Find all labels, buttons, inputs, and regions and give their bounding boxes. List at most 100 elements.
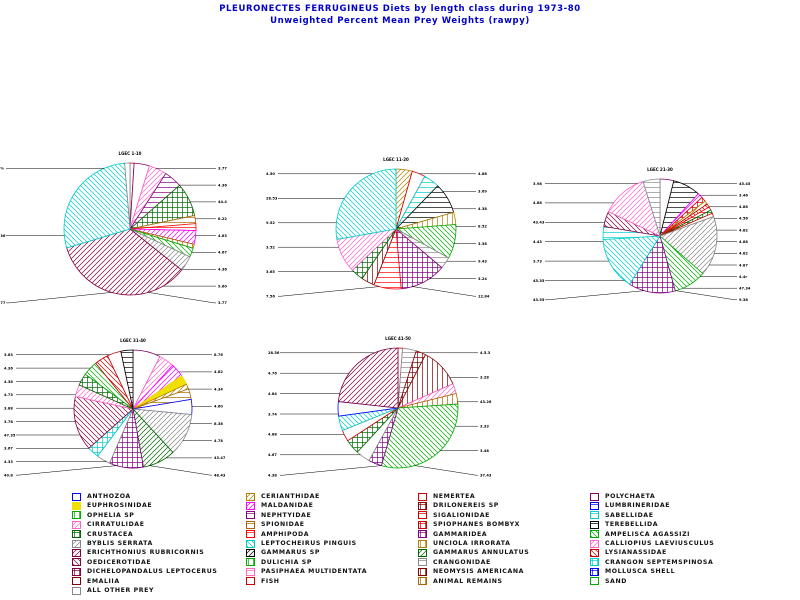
pie-value-label: 4.87	[739, 263, 748, 267]
legend-swatch	[246, 548, 255, 557]
legend-label: CIRRATULIDAE	[87, 521, 145, 529]
legend-item-leptocheirus-pinguis: LEPTOCHEIRUS PINGUIS	[246, 539, 357, 548]
pie-leader-line	[545, 290, 645, 301]
pie-title: LGEC 1-10	[119, 151, 142, 156]
pie-value-label: 3.67	[4, 447, 13, 451]
legend-label: CRANGON SEPTEMSPINOSA	[605, 558, 714, 566]
legend-item-fish: FISH	[246, 577, 280, 586]
legend-swatch	[246, 567, 255, 576]
pie-3: LGEC 21-30 3.98 4.88 43.43 4.43 3.73 45.35 43.5…	[533, 167, 751, 302]
legend-swatch	[246, 511, 255, 520]
pie-slice-erichthonius-rubricornis	[66, 228, 183, 296]
pie-value-label: 4.78	[214, 439, 223, 443]
pie-title: LGEC 21-30	[647, 167, 673, 172]
pie-value-label: 8.76	[214, 353, 223, 357]
legend-swatch	[418, 501, 427, 510]
legend-item-erichthonius-rubricornis: ERICHTHONIUS RUBRICORNIS	[72, 548, 204, 557]
legend-item-nemertea: NEMERTEA	[418, 492, 475, 501]
legend-label: EUPHROSINIDAE	[87, 502, 153, 510]
pie-value-label: 4.38	[268, 474, 277, 478]
legend-swatch	[590, 548, 599, 557]
pie-slice-terebellida	[120, 349, 134, 410]
legend-swatch	[246, 492, 255, 501]
legend-item-sand: SAND	[590, 577, 627, 586]
pie-4: LGEC 31-40 3.83 4.36 4.38 4.73 3.88 3.78 47.35 3…	[4, 338, 226, 477]
pie-5: LGEC 41-50 28.56 4.76 4.84 3.74 4.88 4.67 4.38 4…	[268, 336, 492, 478]
legend-item-gammarus-annulatus: GAMMARUS ANNULATUS	[418, 548, 529, 557]
pie-1: LGEC 1-10 4.3% 28.36 34.77 3.77 4.36 44.4 8.22 4…	[0, 151, 227, 305]
legend-label: DICHELOPANDALUS LEPTOCERUS	[87, 568, 218, 576]
pie-value-label: 8.52	[478, 225, 487, 229]
pie-value-label: 3.52	[266, 246, 275, 250]
legend-label: GAMMARIDEA	[433, 530, 488, 538]
legend-label: AMPHIPODA	[261, 530, 310, 538]
pie-value-label: 7.56	[266, 295, 275, 299]
pie-value-label: 4.34	[214, 387, 223, 391]
pie-slice-ampelisca-agassizi	[380, 403, 459, 469]
legend-label: PASIPHAEA MULTIDENTATA	[261, 568, 368, 576]
legend-item-dichelopandalus-leptocerus: DICHELOPANDALUS LEPTOCERUS	[72, 567, 217, 576]
legend-label: UNCIOLA IRRORATA	[433, 540, 511, 547]
legend-swatch	[418, 577, 427, 586]
legend-swatch	[418, 558, 427, 567]
legend-swatch	[246, 501, 255, 510]
legend-label: SABELLIDAE	[605, 511, 654, 519]
pie-value-label: 28.53	[266, 197, 278, 201]
pie-value-label: 3.28	[480, 376, 489, 380]
legend-swatch	[72, 558, 81, 567]
pie-value-label: 4.67	[218, 251, 227, 255]
pie-value-label: 8.22	[218, 217, 227, 221]
pie-value-label: 4.56	[739, 217, 748, 221]
legend-label: DULICHIA SP	[261, 558, 312, 566]
legend-item-sabellidae: SABELLIDAE	[590, 511, 654, 520]
legend-item-cirratulidae: CIRRATULIDAE	[72, 520, 145, 529]
legend-item-lumbrineridae: LUMBRINERIDAE	[590, 501, 670, 510]
pie-value-label: 3.69	[478, 190, 487, 194]
legend-swatch	[590, 530, 599, 539]
legend: ANTHOZOA CERIANTHIDAE NEMERTEA POLYCHAETA EU…	[0, 492, 800, 596]
pie-value-label: 4.88	[533, 201, 542, 205]
legend-item-gammarus-sp: GAMMARUS SP	[246, 548, 320, 557]
legend-item-cerianthidae: CERIANTHIDAE	[246, 492, 320, 501]
legend-label: EMALIIA	[87, 577, 120, 585]
chart-subtitle: Unweighted Percent Mean Prey Weights (ra…	[270, 16, 530, 26]
pie-value-label: 4.33	[4, 460, 13, 464]
pie-value-label: 3.24	[478, 277, 487, 281]
legend-label: AMPELISCA AGASSIZI	[605, 530, 691, 538]
pie-value-label: 4.84	[268, 392, 277, 396]
legend-item-emaliia: EMALIIA	[72, 577, 120, 586]
legend-label: FISH	[261, 577, 280, 585]
pie-value-label: 4.50	[266, 172, 275, 176]
pie-value-label: 43.47	[214, 456, 226, 460]
pie-value-label: 3.98	[533, 182, 542, 186]
pie-value-label: 9.60	[218, 284, 227, 288]
pie-title: LGEC 31-40	[120, 338, 146, 343]
pie-value-label: 4.38	[4, 380, 13, 384]
legend-label: POLYCHAETA	[605, 493, 656, 500]
legend-label: SPIOPHANES BOMBYX	[433, 521, 521, 529]
pie-value-label: 4.38	[478, 207, 487, 211]
legend-item-dulichia-sp: DULICHIA SP	[246, 558, 312, 567]
pie-value-label: 4.88	[478, 172, 487, 176]
pie-slice-leptocheirus-pinguis	[335, 168, 397, 240]
legend-swatch	[418, 548, 427, 557]
pie-value-label: 9.38	[739, 298, 748, 302]
legend-item-euphrosinidae: EUPHROSINIDAE	[72, 501, 152, 510]
legend-swatch	[246, 539, 255, 548]
legend-label: ERICHTHONIUS RUBRICORNIS	[87, 549, 205, 557]
legend-item-maldanidae: MALDANIDAE	[246, 501, 313, 510]
legend-label: SAND	[605, 577, 627, 585]
pie-value-label: 8.38	[214, 422, 223, 426]
legend-swatch	[590, 558, 599, 567]
pie-value-label: 4.60	[214, 405, 223, 409]
legend-swatch	[590, 577, 599, 586]
pie-slice-leptocheirus-pinguis	[602, 235, 661, 285]
legend-item-sigalionidae: SIGALIONIDAE	[418, 511, 490, 520]
pie-value-label: 3.74	[268, 412, 277, 416]
legend-swatch	[418, 492, 427, 501]
pie-value-label: 4.82	[214, 370, 223, 374]
legend-swatch	[418, 567, 427, 576]
legend-label: TEREBELLIDA	[605, 521, 659, 529]
pie-value-label: 4.36	[218, 268, 227, 272]
pie-value-label: 9.43	[478, 260, 487, 264]
